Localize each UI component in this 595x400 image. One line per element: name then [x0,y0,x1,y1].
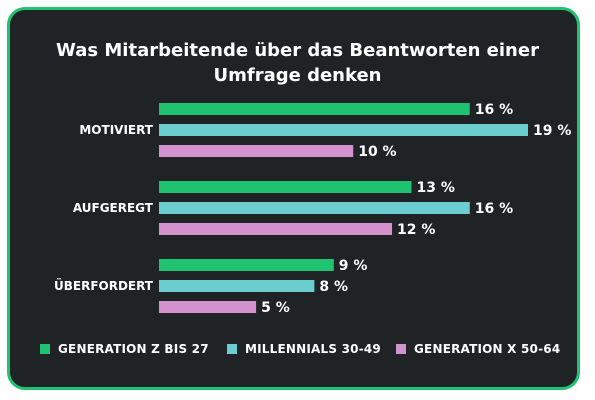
value-label-ueberfordert-gen-x: 5 % [261,300,290,316]
value-label-motiviert-millennials: 19 % [533,123,571,139]
chart-title-line-2: Umfrage denken [213,65,382,86]
chart-legend: GENERATION Z BIS 27 MILLENNIALS 30-49 GE… [0,339,595,359]
value-label-aufgeregt-gen-z: 13 % [416,180,454,196]
chart-title-line-1: Was Mitarbeitende über das Beantworten e… [56,40,539,61]
value-label-ueberfordert-millennials: 8 % [319,279,348,295]
legend-item-millennials: MILLENNIALS 30-49 [227,339,381,359]
chart-card [7,7,580,390]
bar-motiviert-millennials [159,124,528,136]
bar-aufgeregt-gen-x [159,223,393,235]
bar-ueberfordert-gen-z [159,259,334,271]
value-label-motiviert-gen-x: 10 % [358,144,396,160]
legend-swatch-millennials [227,344,237,354]
category-label-ueberfordert: ÜBERFORDERT [54,278,154,293]
bar-motiviert-gen-z [159,103,470,115]
value-label-motiviert-gen-z: 16 % [475,102,513,118]
legend-label-gen-z: GENERATION Z BIS 27 [58,342,209,356]
bar-aufgeregt-millennials [159,202,470,214]
value-label-aufgeregt-millennials: 16 % [475,201,513,217]
legend-swatch-gen-z [40,344,50,354]
legend-item-gen-x: GENERATION X 50-64 [396,339,560,359]
bar-aufgeregt-gen-z [159,181,412,193]
bar-ueberfordert-gen-x [159,301,257,313]
value-label-aufgeregt-gen-x: 12 % [397,222,435,238]
category-label-motiviert: MOTIVIERT [79,123,153,137]
legend-swatch-gen-x [396,344,406,354]
bar-motiviert-gen-x [159,145,354,157]
category-label-aufgeregt: AUFGEREGT [73,201,154,215]
legend-item-gen-z: GENERATION Z BIS 27 [40,339,209,359]
legend-label-gen-x: GENERATION X 50-64 [414,342,561,356]
value-label-ueberfordert-gen-z: 9 % [339,258,368,274]
bar-ueberfordert-millennials [159,280,315,292]
legend-label-millennials: MILLENNIALS 30-49 [245,342,381,356]
